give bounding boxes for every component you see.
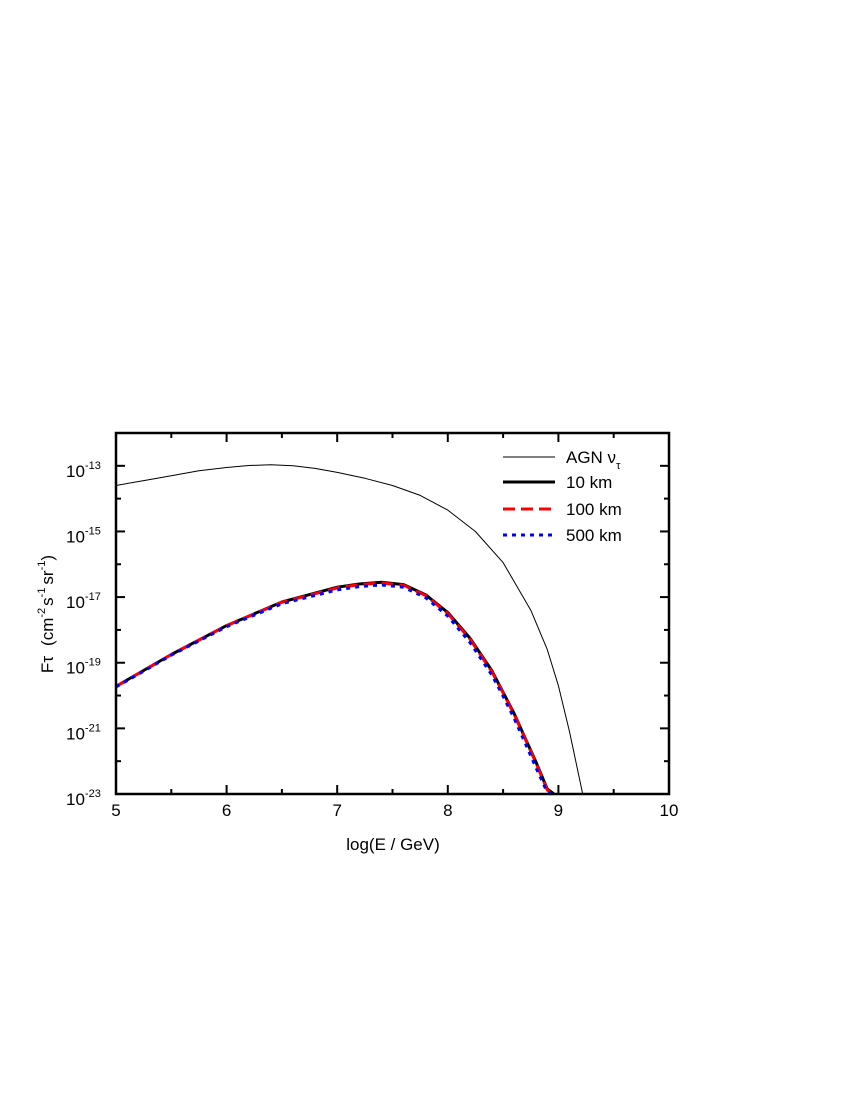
y-tick-exponent: -21 (85, 722, 101, 734)
x-tick-label: 7 (332, 801, 341, 820)
y-tick-base: 10 (66, 462, 85, 481)
y-axis-cm-exponent: -2 (36, 608, 48, 618)
x-tick-label: 5 (111, 801, 120, 820)
y-axis-quantity: Fτ (38, 656, 57, 673)
y-axis-sr-exponent: -1 (36, 561, 48, 571)
series-line-agn (115, 464, 584, 795)
series-line-500-km (115, 583, 553, 796)
y-tick-exponent: -17 (85, 591, 101, 603)
legend-label-500km: 500 km (566, 526, 622, 545)
y-tick-exponent: -19 (85, 657, 101, 669)
y-axis-unit-close: ) (38, 555, 57, 561)
y-tick-base: 10 (66, 724, 85, 743)
series-line-10-km (115, 580, 555, 796)
legend: AGN ντ 10 km 100 km 500 km (503, 448, 622, 545)
y-axis-title: Fτ(cm-2s-1sr-1) (36, 555, 57, 673)
legend-label-10km: 10 km (566, 473, 612, 492)
y-tick-exponent: -13 (85, 460, 101, 472)
y-axis-sr-unit: sr (38, 570, 57, 585)
y-tick-label: 10-23 (66, 788, 101, 809)
y-tick-label: 10-19 (66, 657, 101, 678)
legend-label-100km: 100 km (566, 500, 622, 519)
y-tick-label: 10-21 (66, 722, 101, 743)
x-axis-title: log(E / GeV) (346, 835, 440, 854)
series-line-100-km (115, 581, 555, 796)
y-tick-base: 10 (66, 527, 85, 546)
legend-label-agn-main: AGN ν (566, 448, 616, 467)
y-tick-exponent: -23 (85, 788, 101, 800)
x-tick-label: 10 (660, 801, 679, 820)
y-axis-s-exponent: -1 (36, 588, 48, 598)
plot-frame (114, 431, 671, 796)
x-tick-label: 6 (222, 801, 231, 820)
y-tick-base: 10 (66, 659, 85, 678)
y-tick-labels: 10-13 10-15 10-17 10-19 10-21 10-23 (66, 460, 101, 809)
y-tick-base: 10 (66, 593, 85, 612)
y-tick-label: 10-17 (66, 591, 101, 612)
legend-label-agn-sub: τ (616, 460, 621, 472)
x-tick-label: 8 (443, 801, 452, 820)
y-axis-s-unit: s (38, 597, 57, 606)
y-axis-unit-open: (cm (38, 618, 57, 646)
y-tick-exponent: -15 (85, 525, 101, 537)
x-tick-label: 9 (554, 801, 563, 820)
series-lines (115, 464, 584, 796)
y-tick-label: 10-13 (66, 460, 101, 481)
legend-label-agn: AGN ντ (566, 448, 621, 472)
y-tick-base: 10 (66, 790, 85, 809)
y-tick-label: 10-15 (66, 525, 101, 546)
x-tick-labels: 5 6 7 8 9 10 (111, 801, 678, 820)
